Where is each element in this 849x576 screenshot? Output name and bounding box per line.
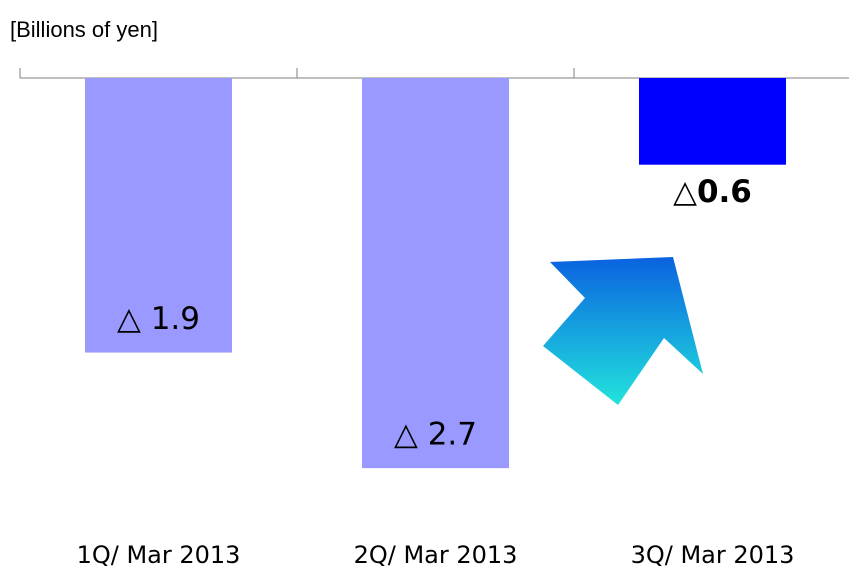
value-label: △ 2.7 [394, 417, 477, 453]
bar [639, 78, 786, 165]
bar [362, 78, 509, 469]
value-label: △0.6 [673, 174, 752, 210]
x-tick-label: 1Q/ Mar 2013 [77, 541, 241, 569]
x-tick-label: 3Q/ Mar 2013 [631, 541, 795, 569]
x-tick-label: 2Q/ Mar 2013 [354, 541, 518, 569]
trend-arrow [543, 257, 703, 405]
bar [85, 78, 232, 353]
chart-title: [Billions of yen] [10, 17, 158, 42]
value-label: △ 1.9 [117, 301, 200, 337]
